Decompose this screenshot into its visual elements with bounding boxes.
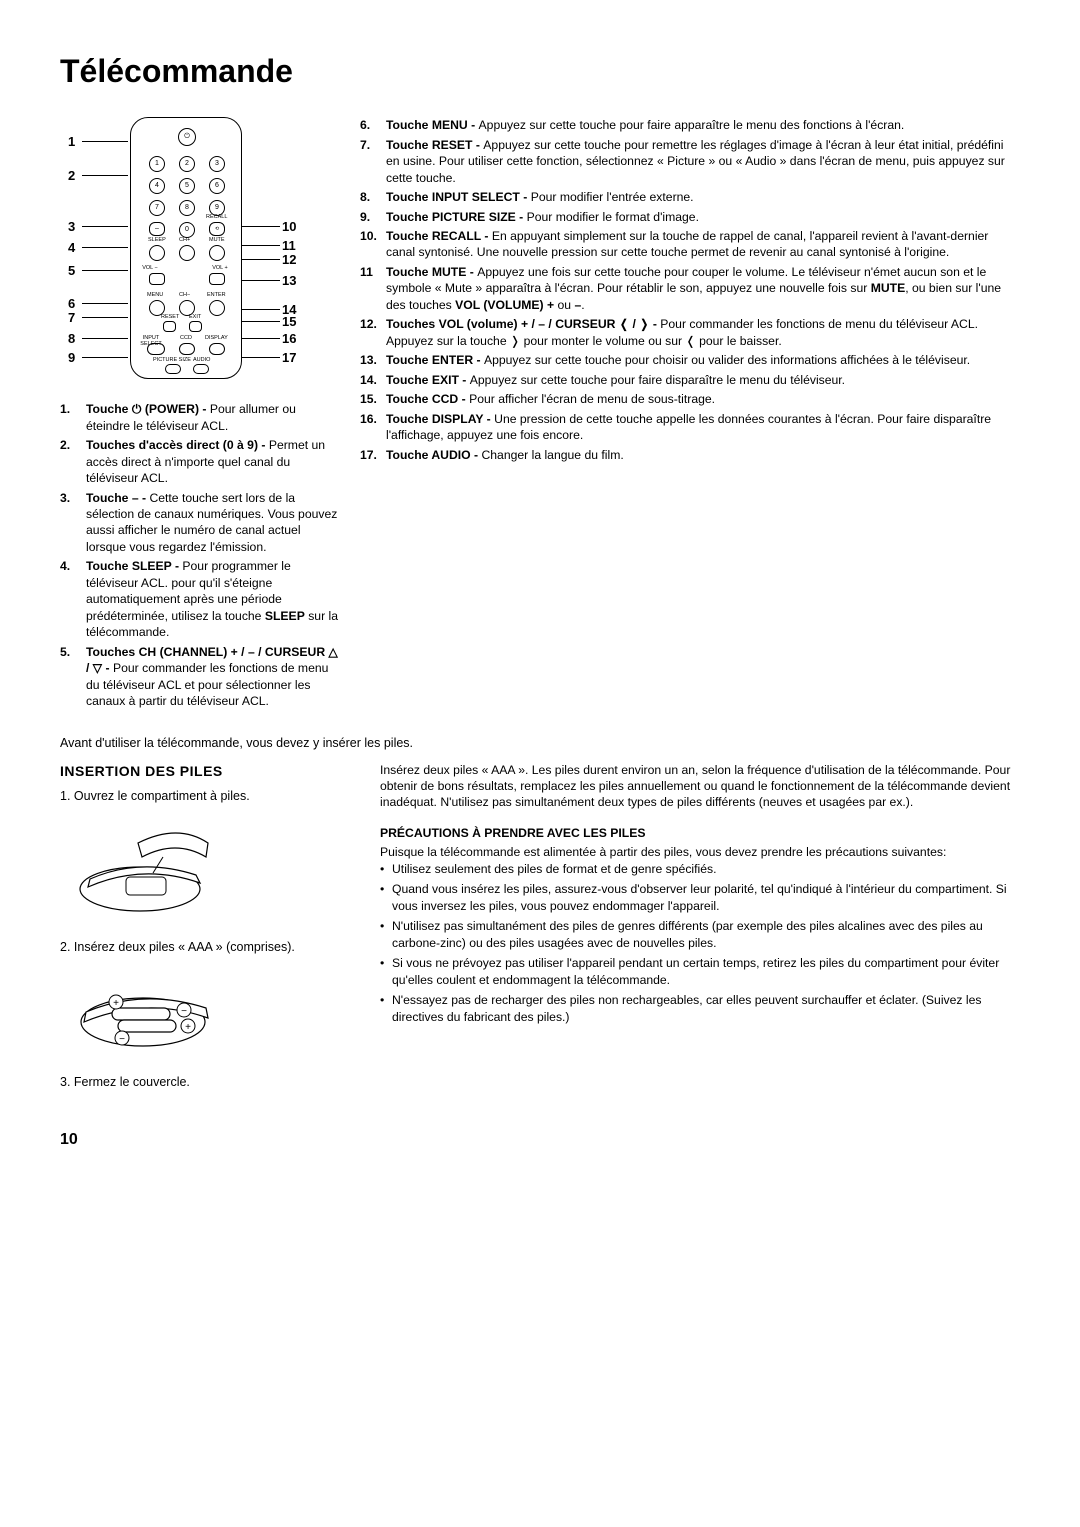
precaution-item: Utilisez seulement des piles de format e…	[380, 861, 1020, 877]
page-number: 10	[60, 1129, 1020, 1151]
item-8: 8.Touche INPUT SELECT - Pour modifier l'…	[360, 189, 1020, 205]
callout-left-8: 8	[68, 330, 75, 348]
callout-right-16: 16	[282, 330, 296, 348]
callout-left-2: 2	[68, 167, 75, 185]
callout-left-1: 1	[68, 133, 75, 151]
precaution-item: Quand vous insérez les piles, assurez-vo…	[380, 881, 1020, 914]
callout-left-7: 7	[68, 309, 75, 327]
svg-text:−: −	[119, 1034, 125, 1045]
callout-right-10: 10	[282, 218, 296, 236]
item-11: 11Touche MUTE - Appuyez une fois sur cet…	[360, 264, 1020, 313]
item-1: 1.Touche ⏻ (POWER) - Pour allumer ou éte…	[60, 401, 340, 434]
callout-left-3: 3	[68, 218, 75, 236]
item-12: 12.Touches VOL (volume) + / – / CURSEUR …	[360, 316, 1020, 349]
callout-right-12: 12	[282, 251, 296, 269]
item-9: 9.Touche PICTURE SIZE - Pour modifier le…	[360, 209, 1020, 225]
precaution-item: N'essayez pas de recharger des piles non…	[380, 992, 1020, 1025]
insert-heading: INSERTION DES PILES	[60, 762, 350, 781]
callout-right-17: 17	[282, 349, 296, 367]
item-15: 15.Touche CCD - Pour afficher l'écran de…	[360, 391, 1020, 407]
svg-text:−: −	[181, 1006, 187, 1017]
item-4: 4.Touche SLEEP - Pour programmer le télé…	[60, 558, 340, 640]
step-1: 1. Ouvrez le compartiment à piles.	[60, 788, 350, 805]
svg-text:+: +	[113, 998, 119, 1009]
callout-left-4: 4	[68, 239, 75, 257]
battery-note: Insérez deux piles « AAA ». Les piles du…	[380, 762, 1020, 811]
battery-insert-illustration: + − − +	[68, 964, 350, 1059]
remote-items-right: 6.Touche MENU - Appuyez sur cette touche…	[360, 117, 1020, 463]
page-title: Télécommande	[60, 50, 1020, 93]
precautions-list: Utilisez seulement des piles de format e…	[380, 861, 1020, 1025]
insert-note: Avant d'utiliser la télécommande, vous d…	[60, 735, 1020, 752]
step-3: 3. Fermez le couvercle.	[60, 1074, 350, 1091]
item-13: 13.Touche ENTER - Appuyez sur cette touc…	[360, 352, 1020, 368]
callout-right-15: 15	[282, 313, 296, 331]
item-17: 17.Touche AUDIO - Changer la langue du f…	[360, 447, 1020, 463]
remote-body: ⏻ 1 2 3 4 5 6 7 8 9 – 0 ⟲ RECALL SLEEP C…	[130, 117, 242, 379]
item-14: 14.Touche EXIT - Appuyez sur cette touch…	[360, 372, 1020, 388]
item-10: 10.Touche RECALL - En appuyant simplemen…	[360, 228, 1020, 261]
item-16: 16.Touche DISPLAY - Une pression de cett…	[360, 411, 1020, 444]
remote-diagram: ⏻ 1 2 3 4 5 6 7 8 9 – 0 ⟲ RECALL SLEEP C…	[60, 117, 340, 387]
item-6: 6.Touche MENU - Appuyez sur cette touche…	[360, 117, 1020, 133]
item-2: 2.Touches d'accès direct (0 à 9) - Perme…	[60, 437, 340, 486]
callout-right-13: 13	[282, 272, 296, 290]
precaution-item: N'utilisez pas simultanément des piles d…	[380, 918, 1020, 951]
item-7: 7.Touche RESET - Appuyez sur cette touch…	[360, 137, 1020, 186]
item-5: 5.Touches CH (CHANNEL) + / – / CURSEUR △…	[60, 644, 340, 710]
callout-left-9: 9	[68, 349, 75, 367]
svg-text:+: +	[185, 1022, 191, 1033]
step-2: 2. Insérez deux piles « AAA » (comprises…	[60, 939, 350, 956]
battery-open-illustration	[68, 813, 350, 923]
precaution-item: Si vous ne prévoyez pas utiliser l'appar…	[380, 955, 1020, 988]
precautions-intro: Puisque la télécommande est alimentée à …	[380, 844, 1020, 860]
item-3: 3.Touche – - Cette touche sert lors de l…	[60, 490, 340, 556]
precautions-heading: PRÉCAUTIONS À PRENDRE AVEC LES PILES	[380, 825, 1020, 841]
callout-left-5: 5	[68, 262, 75, 280]
remote-items-left: 1.Touche ⏻ (POWER) - Pour allumer ou éte…	[60, 401, 340, 709]
